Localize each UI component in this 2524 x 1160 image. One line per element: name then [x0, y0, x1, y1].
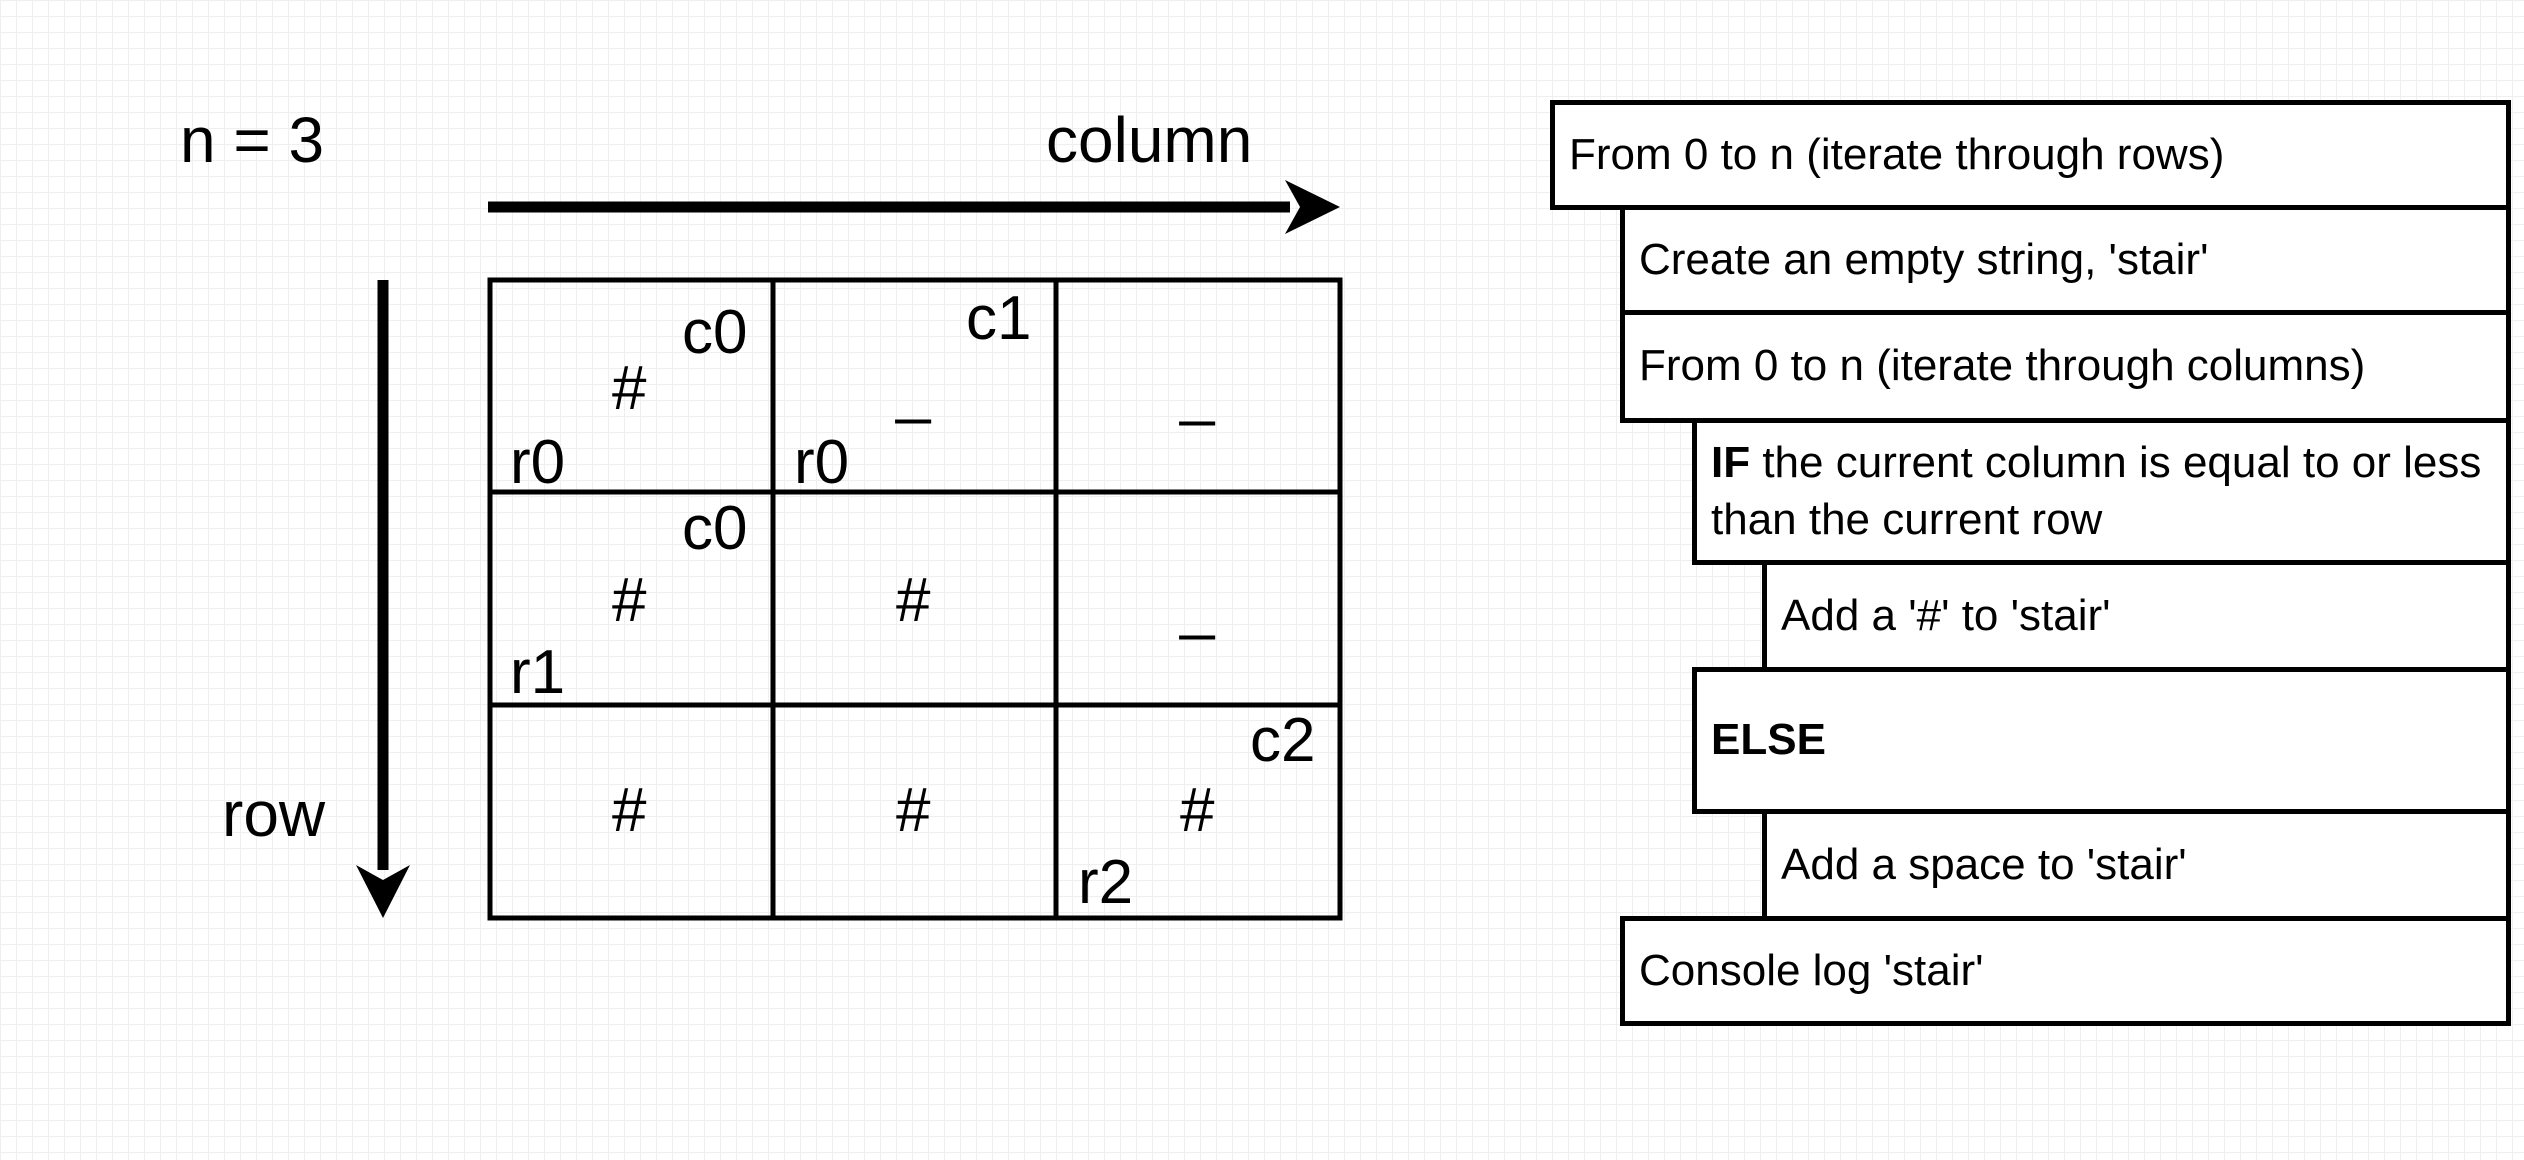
- pseudocode-step-add-space-text: Add a space to 'stair': [1781, 839, 2187, 889]
- cell-r0c0-col-tag: c0: [682, 298, 748, 367]
- pseudocode-step-if: IF the current column is equal to or les…: [1692, 418, 2511, 565]
- pseudocode-step-add-space: Add a space to 'stair': [1762, 809, 2511, 921]
- cell-r0c1-mark: _: [896, 356, 931, 425]
- cell-r1c0-col-tag: c0: [682, 494, 748, 563]
- row-axis-label: row: [222, 778, 326, 850]
- pseudocode-step-if-text: IF the current column is equal to or les…: [1711, 435, 2492, 548]
- pseudocode-step-console-log-text: Console log 'stair': [1639, 945, 1984, 995]
- cell-r1c0-mark: #: [612, 566, 647, 635]
- pseudocode-if-condition: the current column is equal to or less t…: [1711, 438, 2482, 544]
- pseudocode-else-keyword: ELSE: [1711, 715, 1826, 765]
- pseudocode-step-columns-loop: From 0 to n (iterate through columns): [1620, 310, 2511, 423]
- column-axis-label: column: [1046, 104, 1253, 176]
- cell-r0c1-col-tag: c1: [966, 284, 1032, 353]
- n-label: n = 3: [180, 104, 325, 176]
- row-arrow-head: [356, 865, 410, 918]
- pseudocode-step-add-hash: Add a '#' to 'stair': [1762, 560, 2511, 672]
- cell-r2c2-col-tag: c2: [1250, 706, 1316, 775]
- cell-r2c1-mark: #: [896, 776, 931, 845]
- cell-r2c0-mark: #: [612, 776, 647, 845]
- cell-r1c2-mark: _: [1180, 572, 1215, 641]
- cell-r0c0-mark: #: [612, 354, 647, 423]
- cell-r0c0-row-tag: r0: [510, 428, 566, 497]
- cell-r0c1-row-tag: r0: [794, 428, 850, 497]
- column-arrow-head: [1285, 180, 1340, 234]
- pseudocode-step-create-string: Create an empty string, 'stair': [1620, 205, 2511, 315]
- pseudocode-step-rows-loop: From 0 to n (iterate through rows): [1550, 100, 2511, 210]
- cell-r0c2-mark: _: [1180, 358, 1215, 427]
- cell-r1c1-mark: #: [896, 566, 931, 635]
- pseudocode-step-rows-loop-text: From 0 to n (iterate through rows): [1569, 129, 2225, 179]
- pseudocode-step-create-string-text: Create an empty string, 'stair': [1639, 234, 2209, 284]
- cell-r2c2-mark: #: [1180, 776, 1215, 845]
- cell-r1c0-row-tag: r1: [510, 638, 566, 707]
- pseudocode-if-keyword: IF: [1711, 438, 1751, 488]
- pseudocode-step-else: ELSE: [1692, 667, 2511, 814]
- cell-r2c2-row-tag: r2: [1078, 848, 1134, 917]
- pseudocode-step-add-hash-text: Add a '#' to 'stair': [1781, 590, 2111, 640]
- pseudocode-step-columns-loop-text: From 0 to n (iterate through columns): [1639, 341, 2366, 391]
- pseudocode-step-console-log: Console log 'stair': [1620, 916, 2511, 1026]
- grid-border: [487, 277, 1343, 921]
